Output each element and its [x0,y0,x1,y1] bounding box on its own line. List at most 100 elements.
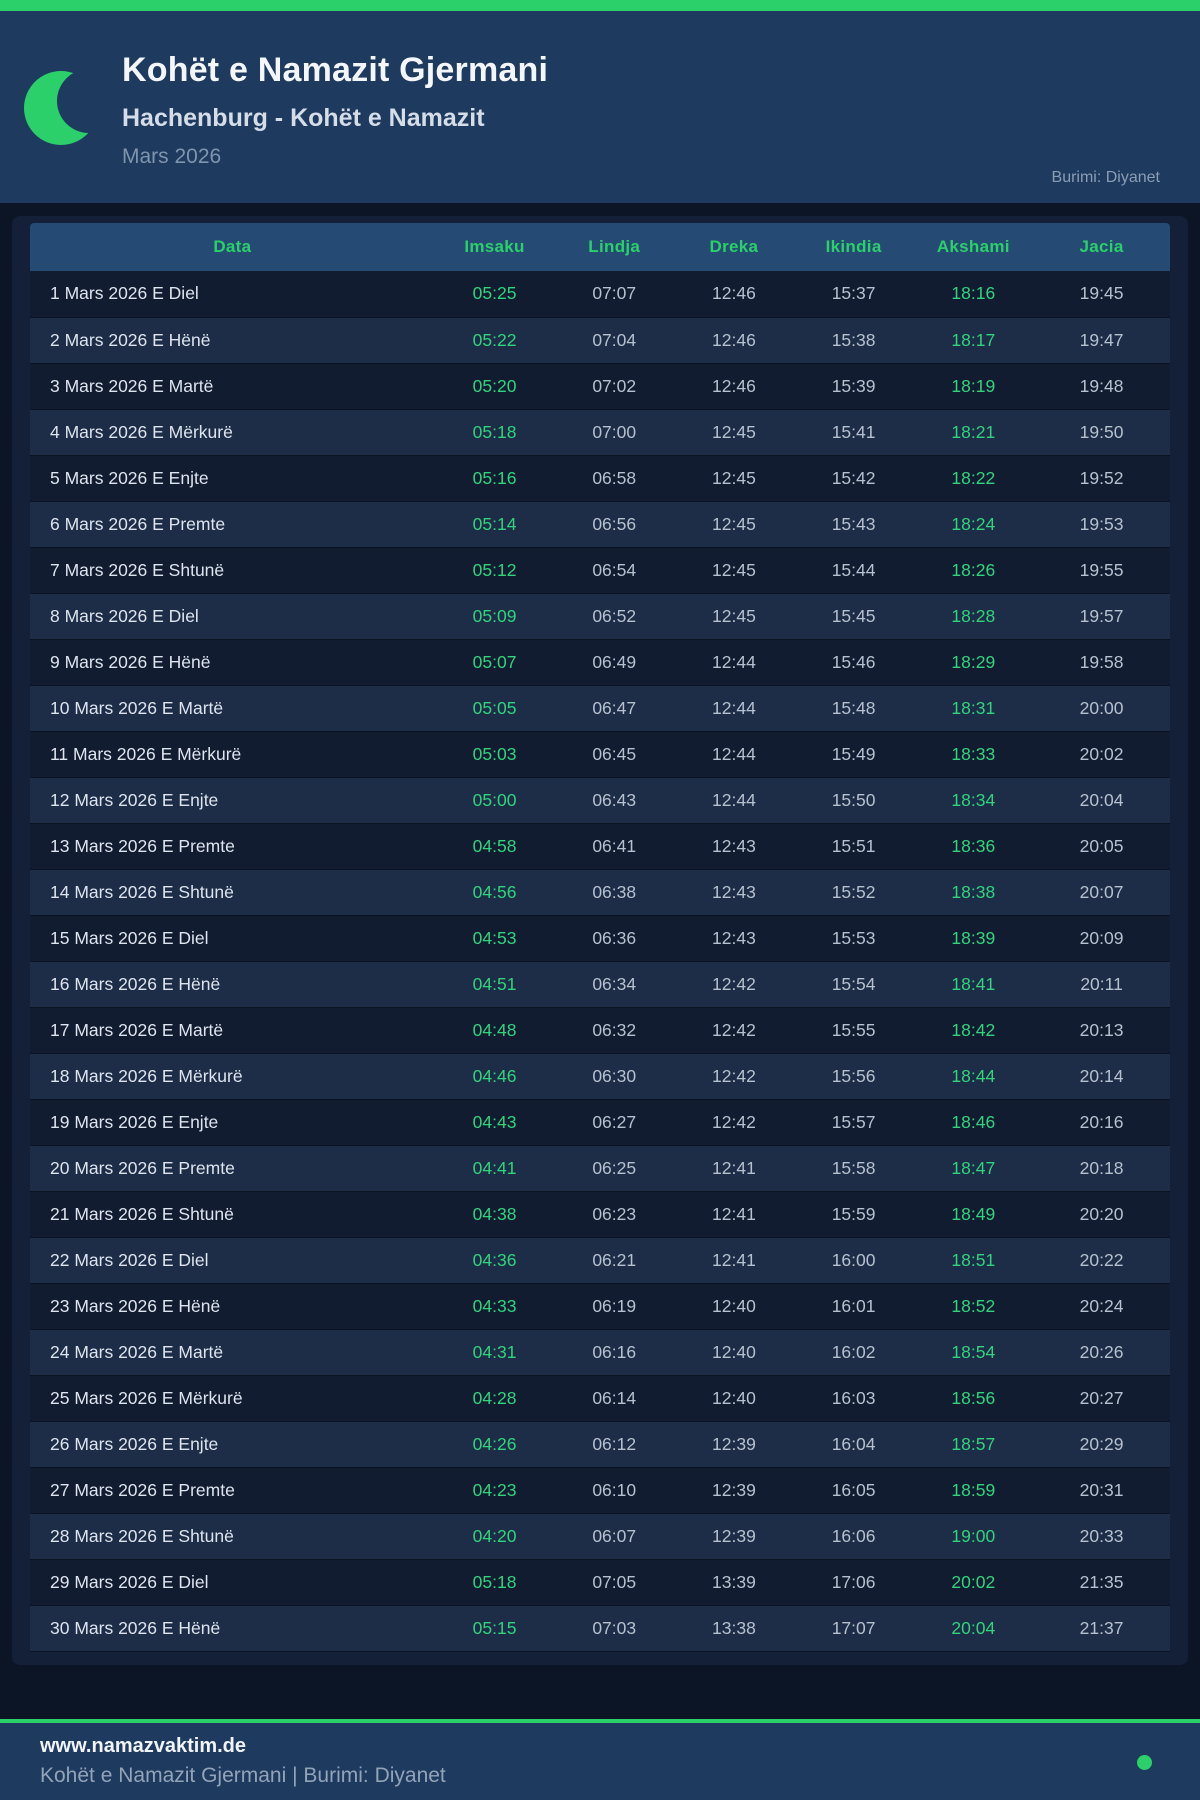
time-cell: 20:31 [1079,1479,1124,1500]
time-cell: 15:53 [831,927,876,948]
date-cell: 23 Mars 2026 E Hënë [50,1295,221,1316]
table-row: 12 Mars 2026 E Enjte 05:00 06:43 12:44 15:50… [30,777,1170,823]
time-cell: 20:27 [1079,1387,1124,1408]
time-cell: 16:00 [831,1249,876,1270]
time-cell: 18:29 [951,651,996,672]
time-cell: 05:15 [472,1617,517,1638]
time-cell: 05:03 [472,743,517,764]
time-cell: 20:13 [1079,1019,1124,1040]
time-cell: 04:53 [472,927,517,948]
time-cell: 06:38 [592,881,637,902]
time-cell: 20:07 [1079,881,1124,902]
time-cell: 19:50 [1079,421,1124,442]
time-cell: 20:22 [1079,1249,1124,1270]
time-cell: 18:47 [951,1157,996,1178]
time-cell: 07:05 [592,1571,637,1592]
time-cell: 06:14 [592,1387,637,1408]
time-cell: 12:44 [712,789,756,810]
time-cell: 12:43 [712,881,756,902]
date-cell: 29 Mars 2026 E Diel [50,1571,209,1592]
time-cell: 04:38 [472,1203,517,1224]
time-cell: 15:37 [831,283,876,304]
time-cell: 05:20 [472,375,517,396]
time-cell: 18:56 [951,1387,996,1408]
site-link[interactable]: www.namazvaktim.de [40,1735,246,1757]
time-cell: 15:56 [831,1065,876,1086]
time-cell: 04:28 [472,1387,517,1408]
time-cell: 04:46 [472,1065,517,1086]
time-cell: 13:39 [712,1571,756,1592]
time-cell: 16:05 [831,1479,876,1500]
time-cell: 15:52 [831,881,876,902]
table-row: 13 Mars 2026 E Premte 04:58 06:41 12:43 15:5… [30,823,1170,869]
table-row: 16 Mars 2026 E Hënë 04:51 06:34 12:42 15:54 1… [30,961,1170,1007]
time-cell: 07:07 [592,283,637,304]
time-cell: 06:16 [592,1341,637,1362]
table-row: 1 Mars 2026 E Diel 05:25 07:07 12:46 15:37 18… [30,271,1170,317]
time-cell: 20:04 [951,1617,996,1638]
table-row: 25 Mars 2026 E Mërkurë 04:28 06:14 12:40 16:… [30,1375,1170,1421]
time-cell: 06:19 [592,1295,637,1316]
table-row: 27 Mars 2026 E Premte 04:23 06:10 12:39 16:0… [30,1467,1170,1513]
time-cell: 12:42 [712,1019,756,1040]
time-cell: 19:58 [1079,651,1124,672]
time-cell: 15:57 [831,1111,876,1132]
time-cell: 04:48 [472,1019,517,1040]
time-cell: 16:03 [831,1387,876,1408]
time-cell: 15:43 [831,513,876,534]
time-cell: 16:04 [831,1433,876,1454]
time-cell: 15:54 [831,973,876,994]
time-cell: 19:55 [1079,559,1124,580]
date-cell: 13 Mars 2026 E Premte [50,835,235,856]
time-cell: 06:23 [592,1203,637,1224]
time-cell: 20:09 [1079,927,1124,948]
time-cell: 16:02 [831,1341,876,1362]
time-cell: 21:35 [1079,1571,1124,1592]
time-cell: 15:49 [831,743,876,764]
time-cell: 04:26 [472,1433,517,1454]
date-cell: 30 Mars 2026 E Hënë [50,1617,221,1638]
table-row: 6 Mars 2026 E Premte 05:14 06:56 12:45 15:43… [30,501,1170,547]
time-cell: 17:07 [831,1617,876,1638]
time-cell: 15:44 [831,559,876,580]
time-cell: 15:48 [831,697,876,718]
time-cell: 20:20 [1079,1203,1124,1224]
time-cell: 18:41 [951,973,996,994]
bottom-accent-bar [0,1719,1200,1723]
time-cell: 15:55 [831,1019,876,1040]
time-cell: 18:52 [951,1295,996,1316]
time-cell: 15:58 [831,1157,876,1178]
table-row: 19 Mars 2026 E Enjte 04:43 06:27 12:42 15:57… [30,1099,1170,1145]
column-header-ikindia: Ikindia [793,223,914,271]
prayer-table-body: 1 Mars 2026 E Diel 05:25 07:07 12:46 15:37 18… [30,271,1170,1651]
column-header-akshami: Akshami [913,223,1034,271]
time-cell: 19:52 [1079,467,1124,488]
time-cell: 12:46 [712,329,756,350]
month-label: Mars 2026 [122,145,222,168]
table-row: 8 Mars 2026 E Diel 05:09 06:52 12:45 15:45 18… [30,593,1170,639]
date-cell: 19 Mars 2026 E Enjte [50,1111,219,1132]
time-cell: 18:28 [951,605,996,626]
time-cell: 16:06 [831,1525,876,1546]
time-cell: 20:26 [1079,1341,1124,1362]
time-cell: 05:12 [472,559,517,580]
time-cell: 12:42 [712,973,756,994]
time-cell: 15:50 [831,789,876,810]
time-cell: 07:04 [592,329,637,350]
table-row: 7 Mars 2026 E Shtunë 05:12 06:54 12:45 15:44… [30,547,1170,593]
time-cell: 18:34 [951,789,996,810]
column-header-imsaku: Imsaku [434,223,555,271]
time-cell: 06:41 [592,835,637,856]
time-cell: 12:39 [712,1525,756,1546]
table-row: 28 Mars 2026 E Shtunë 04:20 06:07 12:39 16:0… [30,1513,1170,1559]
time-cell: 18:49 [951,1203,996,1224]
table-row: 3 Mars 2026 E Martë 05:20 07:02 12:46 15:39 1… [30,363,1170,409]
date-cell: 14 Mars 2026 E Shtunë [50,881,234,902]
time-cell: 07:03 [592,1617,637,1638]
time-cell: 04:23 [472,1479,517,1500]
time-cell: 04:58 [472,835,517,856]
date-cell: 10 Mars 2026 E Martë [50,697,224,718]
time-cell: 12:41 [712,1203,756,1224]
time-cell: 12:41 [712,1249,756,1270]
time-cell: 12:42 [712,1065,756,1086]
